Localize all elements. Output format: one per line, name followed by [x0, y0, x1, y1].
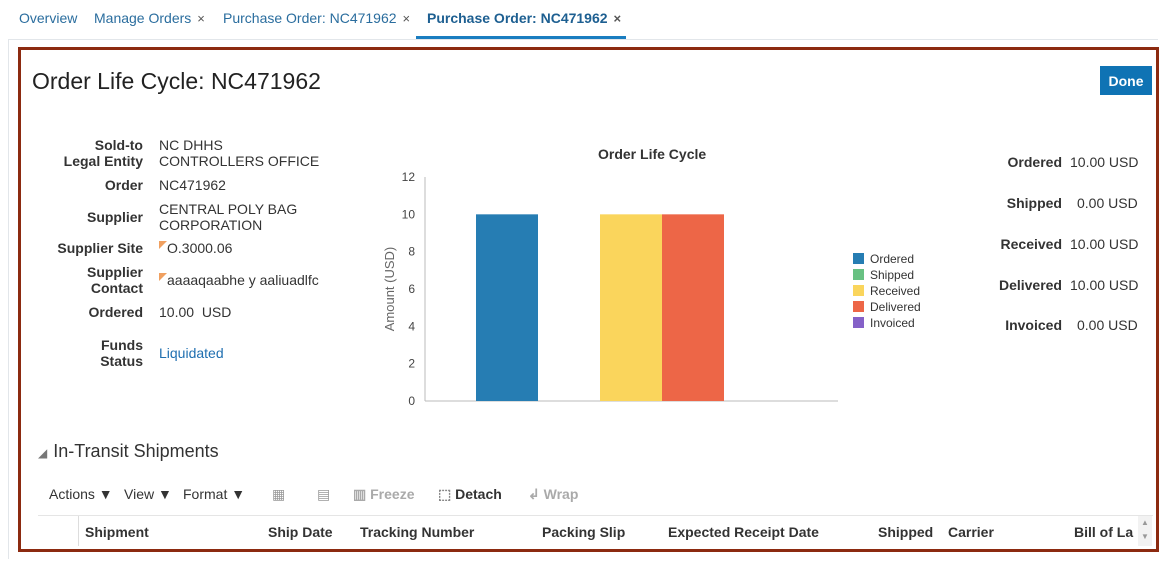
tab-purchase-order[interactable]: Purchase Order: NC471962 ×: [223, 10, 410, 26]
supplier-value: CENTRAL POLY BAG CORPORATION: [159, 201, 298, 233]
summary-invoiced-value: 0.00 USD: [1077, 317, 1138, 333]
tab-label: Manage Orders: [94, 10, 192, 26]
divider: [78, 516, 79, 546]
legend-swatch: [853, 301, 864, 312]
column-header-bill-of-lading[interactable]: Bill of La: [1074, 524, 1134, 540]
bar-ordered: [476, 214, 538, 401]
supplier-contact-value: aaaaqaabhe y aaliuadlfc: [159, 272, 319, 288]
column-header-tracking-number[interactable]: Tracking Number: [360, 524, 475, 540]
active-tab-indicator: [416, 36, 626, 39]
close-icon[interactable]: ×: [613, 11, 622, 26]
summary-delivered-value: 10.00 USD: [1070, 277, 1139, 293]
y-tick-label: 4: [408, 319, 415, 333]
flag-icon: [159, 241, 167, 249]
ordered-label: Ordered: [88, 304, 143, 320]
summary-invoiced-label: Invoiced: [1005, 317, 1062, 333]
summary-received-label: Received: [1000, 236, 1062, 252]
chart-title: Order Life Cycle: [598, 146, 707, 162]
close-icon[interactable]: ×: [197, 11, 205, 26]
summary-ordered-value: 10.00 USD: [1070, 154, 1139, 170]
order-value: NC471962: [159, 177, 226, 193]
legend-swatch: [853, 253, 864, 264]
order-life-cycle-chart: 0 2 4 6 8 10 12 Amount (USD) Ordered Shipped Recei…: [382, 170, 921, 408]
legend-swatch: [853, 269, 864, 280]
column-header-carrier[interactable]: Carrier: [948, 524, 994, 540]
wrap-icon: ↲: [528, 486, 540, 502]
summary-delivered-label: Delivered: [998, 277, 1062, 293]
in-transit-section-header[interactable]: ◢ In-Transit Shipments: [38, 441, 219, 462]
bar-delivered: [662, 214, 724, 401]
freeze-button[interactable]: ▥ Freeze: [353, 486, 415, 502]
tab-manage-orders[interactable]: Manage Orders ×: [94, 10, 205, 26]
y-tick-label: 10: [402, 207, 416, 221]
y-tick-label: 8: [408, 245, 415, 259]
highlight-frame: [18, 47, 1159, 552]
y-tick-label: 12: [402, 170, 416, 184]
summary-shipped-value: 0.00 USD: [1077, 195, 1138, 211]
sold-to-label: Sold-to Legal Entity: [63, 137, 143, 169]
tab-label: Overview: [19, 10, 78, 26]
summary-shipped-label: Shipped: [1006, 195, 1062, 211]
columns-icon[interactable]: ▦: [272, 486, 286, 502]
close-icon[interactable]: ×: [402, 11, 411, 26]
vertical-scrollbar[interactable]: ▲ ▼: [1138, 516, 1152, 546]
tab-overview[interactable]: Overview: [19, 10, 77, 26]
tab-purchase-order-active[interactable]: Purchase Order: NC471962 ×: [427, 10, 621, 26]
order-label: Order: [104, 177, 143, 193]
legend-label: Received: [870, 284, 920, 298]
legend-label: Invoiced: [870, 316, 915, 330]
done-button[interactable]: Done: [1100, 66, 1152, 95]
format-menu[interactable]: Format ▼: [183, 486, 246, 502]
y-axis-label: Amount (USD): [382, 247, 397, 332]
legend-label: Delivered: [870, 300, 921, 314]
supplier-label: Supplier: [86, 209, 143, 225]
legend-label: Shipped: [870, 268, 914, 282]
bar-received: [600, 214, 662, 401]
page-title: Order Life Cycle: NC471962: [32, 68, 321, 94]
legend-label: Ordered: [870, 252, 914, 266]
legend-swatch: [853, 285, 864, 296]
tab-label: Purchase Order: NC471962: [427, 10, 608, 26]
summary-received-value: 10.00 USD: [1070, 236, 1139, 252]
content-panel: [8, 39, 1158, 559]
column-header-packing-slip[interactable]: Packing Slip: [542, 524, 626, 540]
column-header-shipment[interactable]: Shipment: [85, 524, 149, 540]
y-tick-label: 2: [408, 357, 415, 371]
actions-menu[interactable]: Actions ▼: [49, 486, 113, 502]
y-tick-label: 6: [408, 282, 415, 296]
flag-icon: [159, 273, 167, 281]
y-tick-label: 0: [408, 394, 415, 408]
view-menu[interactable]: View ▼: [124, 486, 172, 502]
wrap-button[interactable]: ↲ Wrap: [528, 486, 579, 502]
filter-icon[interactable]: ▤: [317, 486, 331, 502]
supplier-site-label: Supplier Site: [57, 240, 143, 256]
sold-to-value: NC DHHS CONTROLLERS OFFICE: [159, 137, 320, 169]
funds-status-link[interactable]: Liquidated: [159, 345, 224, 361]
supplier-site-value: O.3000.06: [159, 240, 232, 256]
collapse-icon[interactable]: ◢: [38, 446, 48, 460]
summary-ordered-label: Ordered: [1007, 154, 1062, 170]
column-header-expected-receipt-date[interactable]: Expected Receipt Date: [668, 524, 819, 540]
ordered-value: 10.00 USD: [159, 304, 232, 320]
funds-status-label: Funds Status: [100, 337, 143, 369]
tab-label: Purchase Order: NC471962: [223, 10, 397, 26]
divider: [38, 515, 1153, 516]
column-header-shipped[interactable]: Shipped: [878, 524, 934, 540]
detach-button[interactable]: ⬚ Detach: [438, 486, 502, 502]
supplier-contact-label: Supplier Contact: [86, 264, 143, 296]
detach-icon: ⬚: [438, 486, 452, 502]
section-title: In-Transit Shipments: [53, 441, 219, 461]
tab-bar: Overview Manage Orders × Purchase Order: …: [0, 0, 1167, 40]
freeze-icon: ▥: [353, 486, 367, 502]
column-header-ship-date[interactable]: Ship Date: [268, 524, 333, 540]
legend-swatch: [853, 317, 864, 328]
